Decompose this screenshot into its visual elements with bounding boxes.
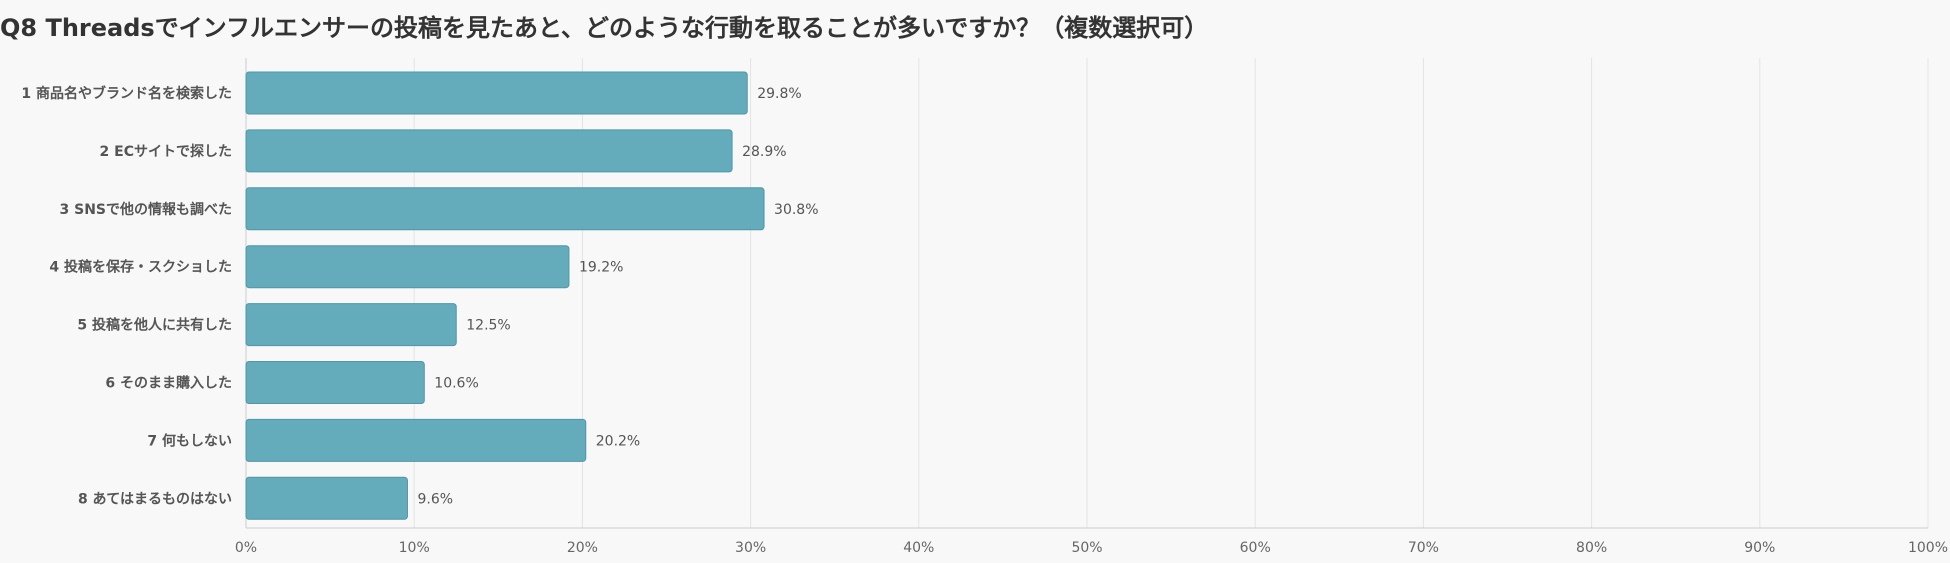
- x-tick-label: 30%: [735, 540, 766, 556]
- data-label: 29.8%: [757, 86, 801, 102]
- category-label: 5 投稿を他人に共有した: [77, 317, 232, 334]
- data-label: 28.9%: [742, 144, 786, 160]
- x-tick-label: 20%: [567, 540, 598, 556]
- x-tick-label: 50%: [1071, 540, 1102, 556]
- data-label: 30.8%: [774, 202, 818, 218]
- bar: [245, 187, 765, 231]
- bars: [245, 71, 765, 520]
- x-tick-label: 100%: [1908, 540, 1948, 556]
- category-label: 7 何もしない: [147, 432, 232, 449]
- category-label: 8 あてはまるものはない: [78, 491, 232, 507]
- data-label: 19.2%: [579, 260, 623, 276]
- x-tick-label: 40%: [903, 540, 934, 556]
- data-label: 12.5%: [466, 318, 510, 334]
- bar: [245, 245, 570, 289]
- bar: [245, 361, 425, 404]
- chart-title: Q8 Threadsでインフルエンサーの投稿を見たあと、どのような行動を取ること…: [0, 14, 1209, 42]
- bar: [245, 303, 457, 347]
- category-label: 2 ECサイトで探した: [100, 143, 232, 160]
- x-tick-label: 80%: [1576, 540, 1607, 556]
- x-tick-label: 10%: [399, 540, 430, 556]
- bar: [245, 418, 587, 462]
- data-label: 10.6%: [434, 376, 478, 392]
- category-label: 4 投稿を保存・スクショした: [49, 259, 232, 276]
- x-tick-label: 0%: [235, 540, 257, 556]
- labels: 0% 10% 20% 30% 40% 50% 60% 70% 80% 90% 100% 1 商品名やブ…: [21, 85, 1948, 556]
- data-label: 20.2%: [596, 433, 640, 449]
- category-label: 1 商品名やブランド名を検索した: [21, 85, 232, 102]
- bar: [245, 476, 408, 520]
- category-label: 3 SNSで他の情報も調べた: [60, 201, 233, 218]
- category-label: 6 そのまま購入した: [105, 375, 232, 392]
- bar: [245, 129, 733, 173]
- data-label: 9.6%: [417, 491, 453, 507]
- bar: [245, 71, 748, 115]
- x-tick-label: 60%: [1240, 540, 1271, 556]
- x-tick-label: 90%: [1744, 540, 1775, 556]
- x-tick-label: 70%: [1408, 540, 1439, 556]
